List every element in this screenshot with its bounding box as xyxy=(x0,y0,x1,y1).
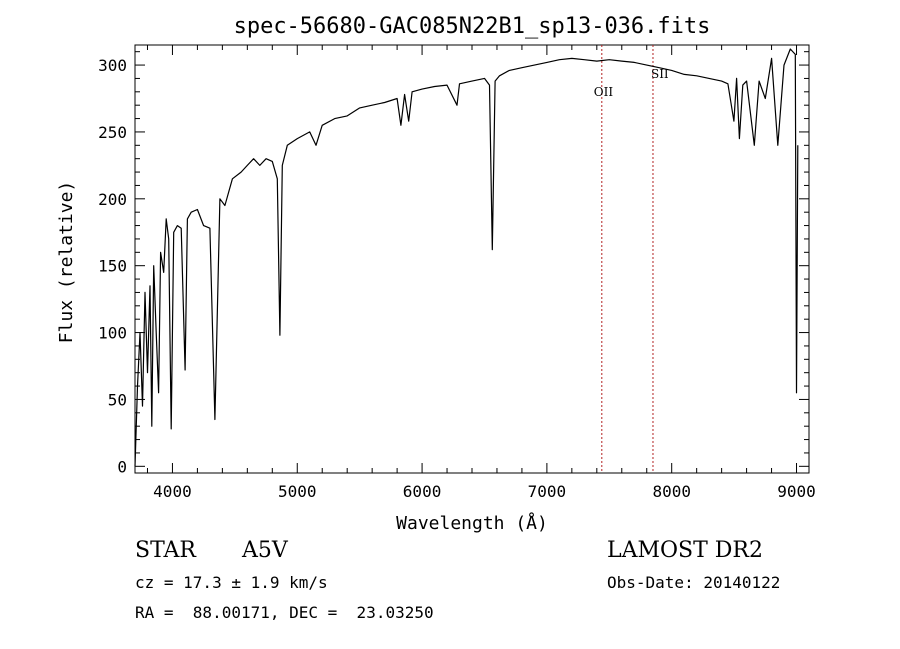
y-tick-label: 200 xyxy=(98,190,127,209)
spectral-subclass: A5V xyxy=(242,538,288,563)
y-tick-label: 100 xyxy=(98,324,127,343)
x-tick-label: 8000 xyxy=(652,482,691,501)
spectrum-line xyxy=(134,48,799,467)
x-tick-label: 5000 xyxy=(278,482,317,501)
line-annotations: OII SII xyxy=(594,45,669,473)
x-tick-label: 9000 xyxy=(777,482,816,501)
x-tick-label: 7000 xyxy=(528,482,567,501)
survey-name: LAMOST DR2 xyxy=(607,538,763,563)
x-axis-label: Wavelength (Å) xyxy=(396,512,548,534)
y-tick-label: 300 xyxy=(98,56,127,75)
y-tick-label: 0 xyxy=(117,457,127,476)
object-type: STAR xyxy=(135,538,196,563)
obs-date: Obs-Date: 20140122 xyxy=(607,573,781,592)
y-axis-label: Flux (relative) xyxy=(56,181,77,344)
y-tick-label: 150 xyxy=(98,257,127,276)
annotation-label: SII xyxy=(651,67,669,81)
annotation-label: OII xyxy=(594,85,614,99)
y-tick-label: 250 xyxy=(98,123,127,142)
x-tick-label: 6000 xyxy=(403,482,442,501)
axis-ticks: 4000 5000 6000 7000 8000 9000 0 50 100 150 200 250 3… xyxy=(98,45,816,501)
redshift-value: cz = 17.3 ± 1.9 km/s xyxy=(135,573,328,592)
x-tick-label: 4000 xyxy=(153,482,192,501)
plot-frame xyxy=(134,44,810,474)
chart-title: spec-56680-GAC085N22B1_sp13-036.fits xyxy=(234,14,711,39)
y-tick-label: 50 xyxy=(108,390,127,409)
coordinates: RA = 88.00171, DEC = 23.03250 xyxy=(135,603,434,622)
